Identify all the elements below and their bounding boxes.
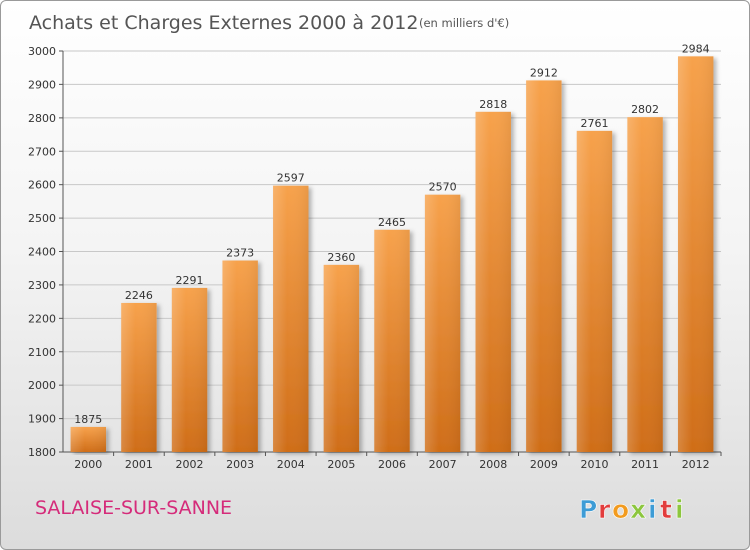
bar-shine bbox=[475, 111, 511, 453]
chart-subtitle: (en milliers d'€) bbox=[419, 16, 509, 30]
data-label: 2291 bbox=[176, 274, 204, 287]
data-label: 2818 bbox=[479, 98, 507, 111]
data-label: 2984 bbox=[682, 42, 710, 55]
bar-2005 bbox=[323, 264, 360, 452]
bar-shine bbox=[627, 117, 663, 452]
bar-shine bbox=[374, 229, 410, 452]
bar-shine bbox=[526, 80, 562, 452]
x-tick-label: 2001 bbox=[125, 458, 153, 471]
bar-2012 bbox=[677, 56, 714, 452]
y-tick-label: 2300 bbox=[28, 279, 56, 292]
bar-shine bbox=[424, 194, 461, 453]
logo-letter: P bbox=[579, 495, 597, 524]
bar-2004 bbox=[273, 185, 309, 452]
bar-2011 bbox=[627, 117, 663, 452]
y-tick-label: 2400 bbox=[28, 246, 56, 259]
y-tick-label: 2900 bbox=[28, 78, 56, 91]
bar-2006 bbox=[374, 229, 410, 452]
logo-letter: r bbox=[598, 495, 611, 524]
bar-2003 bbox=[222, 260, 258, 452]
x-tick-label: 2006 bbox=[378, 458, 406, 471]
y-tick-label: 2800 bbox=[28, 112, 56, 125]
x-tick-label: 2012 bbox=[682, 458, 710, 471]
town-name: SALAISE-SUR-SANNE bbox=[35, 497, 232, 519]
x-tick-label: 2005 bbox=[327, 458, 355, 471]
bar-shine bbox=[222, 260, 258, 452]
y-axis-ticks: 1800 1900 2000 2100 2200 2300 2400 2500 2600 2700… bbox=[28, 45, 63, 459]
x-tick-label: 2010 bbox=[580, 458, 608, 471]
y-tick-label: 2600 bbox=[28, 179, 56, 192]
data-labels: 1875 2246 2291 2373 2597 2360 2465 2570 2818 2912… bbox=[74, 42, 709, 426]
chart-title: Achats et Charges Externes 2000 à 2012 bbox=[29, 12, 418, 34]
y-tick-label: 3000 bbox=[28, 45, 56, 58]
data-label: 2465 bbox=[378, 216, 406, 229]
x-tick-label: 2008 bbox=[479, 458, 507, 471]
data-label: 2912 bbox=[530, 66, 558, 79]
logo-letter: x bbox=[630, 495, 646, 524]
x-tick-label: 2000 bbox=[74, 458, 102, 471]
logo-letter: o bbox=[612, 495, 629, 524]
bar-shine bbox=[121, 302, 157, 452]
bar-2010 bbox=[576, 130, 613, 452]
y-tick-label: 2700 bbox=[28, 145, 56, 158]
bar-2008 bbox=[475, 111, 511, 453]
x-tick-label: 2003 bbox=[226, 458, 254, 471]
y-tick-label: 1900 bbox=[28, 413, 56, 426]
bar-2000 bbox=[70, 426, 107, 452]
data-label: 2360 bbox=[327, 251, 355, 264]
x-tick-label: 2002 bbox=[176, 458, 204, 471]
bar-2009 bbox=[526, 80, 562, 452]
bar-2002 bbox=[171, 287, 208, 452]
x-tick-label: 2011 bbox=[631, 458, 659, 471]
bars bbox=[70, 56, 714, 453]
x-axis-ticks: 2000 2001 2002 2003 2004 2005 2006 2007 2008 2009… bbox=[74, 452, 722, 471]
bar-shine bbox=[273, 185, 309, 452]
x-tick-label: 2007 bbox=[429, 458, 457, 471]
data-label: 2802 bbox=[631, 103, 659, 116]
data-label: 2597 bbox=[277, 172, 305, 185]
bar-shine bbox=[323, 264, 360, 452]
y-tick-label: 1800 bbox=[28, 446, 56, 459]
data-label: 2761 bbox=[580, 117, 608, 130]
data-label: 1875 bbox=[74, 413, 102, 426]
y-tick-label: 2000 bbox=[28, 379, 56, 392]
logo-letter: i bbox=[675, 495, 684, 524]
logo-letter: i bbox=[648, 495, 657, 524]
plot-area: 1800 1900 2000 2100 2200 2300 2400 2500 2600 2700… bbox=[28, 42, 722, 471]
bar-shine bbox=[171, 287, 208, 452]
x-tick-label: 2009 bbox=[530, 458, 558, 471]
bar-shine bbox=[70, 426, 107, 452]
data-label: 2570 bbox=[429, 181, 457, 194]
x-tick-label: 2004 bbox=[277, 458, 305, 471]
bar-2001 bbox=[121, 302, 157, 452]
data-label: 2373 bbox=[226, 247, 254, 260]
bar-2007 bbox=[424, 194, 461, 453]
logo-letter: t bbox=[660, 495, 672, 524]
y-tick-label: 2500 bbox=[28, 212, 56, 225]
y-tick-label: 2100 bbox=[28, 346, 56, 359]
bar-shine bbox=[576, 130, 613, 452]
data-label: 2246 bbox=[125, 289, 153, 302]
bar-shine bbox=[677, 56, 714, 452]
y-tick-label: 2200 bbox=[28, 312, 56, 325]
